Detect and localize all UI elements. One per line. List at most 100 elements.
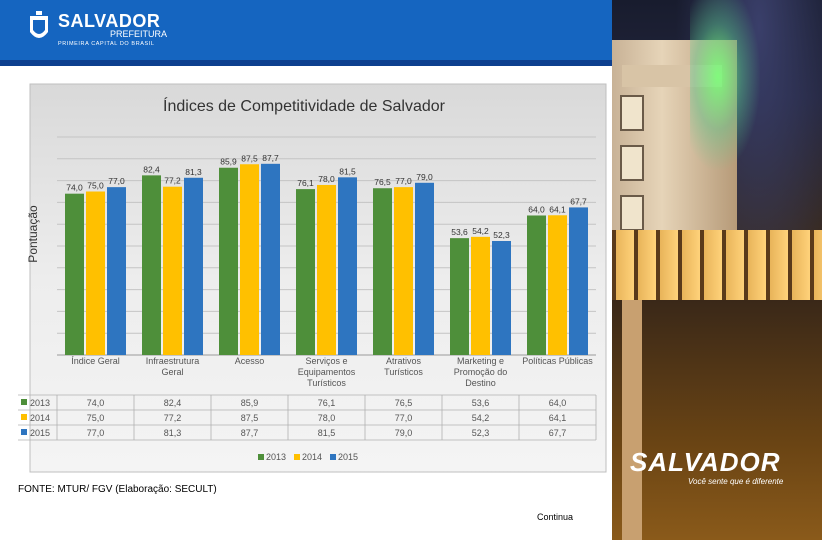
lower-structure <box>612 300 822 540</box>
bar-label-2015: 81,5 <box>339 166 356 176</box>
bar-2013 <box>219 167 238 355</box>
table-cell: 77,0 <box>395 413 413 423</box>
category-label: Promoção do <box>454 367 508 377</box>
legend-swatch-2014 <box>294 454 300 460</box>
table-cell: 74,0 <box>87 398 105 408</box>
bar-label-group: 74,0 75,0 77,0 82,4 77,2 81,3 85,9 87,5 87,7 76,1… <box>66 153 587 240</box>
bar-label-2013: 76,5 <box>374 177 391 187</box>
bar-label-2014: 64,1 <box>549 204 566 214</box>
city-emblem-icon <box>30 11 48 38</box>
salvador-brand-tagline: Você sente que é diferente <box>688 477 784 486</box>
bar-label-2013: 64,0 <box>528 204 545 214</box>
logo-sub: PREFEITURA <box>110 29 168 39</box>
table-series-name: 2014 <box>30 413 50 423</box>
bar-label-2015: 87,7 <box>262 153 279 163</box>
table-series-name: 2015 <box>30 428 50 438</box>
table-cell: 54,2 <box>472 413 490 423</box>
table-cell: 64,1 <box>549 413 567 423</box>
category-label: Marketing e <box>457 356 504 366</box>
tower-window <box>620 95 644 131</box>
table-cell: 77,2 <box>164 413 182 423</box>
bar-label-2013: 53,6 <box>451 227 468 237</box>
y-axis-label: Pontuação <box>26 205 40 263</box>
table-cell: 87,7 <box>241 428 259 438</box>
bar-2014 <box>394 187 413 355</box>
bar-2014 <box>471 236 490 355</box>
bar-2015 <box>107 187 126 355</box>
bar-label-2013: 76,1 <box>297 178 314 188</box>
table-key-2014 <box>21 414 27 420</box>
category-label: Infraestrutura <box>146 356 200 366</box>
bar-2015 <box>184 177 203 355</box>
table-cell: 75,0 <box>87 413 105 423</box>
bar-label-2014: 54,2 <box>472 226 489 236</box>
bar-2015 <box>492 240 511 355</box>
table-cell: 52,3 <box>472 428 490 438</box>
support-column <box>622 300 642 540</box>
prefeitura-logo[interactable]: SALVADOR PREFEITURA PRIMEIRA CAPITAL DO … <box>28 8 228 54</box>
table-cell: 79,0 <box>395 428 413 438</box>
data-table: 2013 74,0 82,4 85,9 76,1 76,5 53,6 64,0 2014 75,0… <box>18 394 597 441</box>
legend-label-2013: 2013 <box>266 452 286 462</box>
category-label: Índice Geral <box>71 356 120 366</box>
tower-window <box>620 195 644 231</box>
bar-label-2015: 77,0 <box>108 176 125 186</box>
category-label: Políticas Públicas <box>522 356 593 366</box>
category-label: Equipamentos <box>298 367 356 377</box>
bar-2014 <box>240 164 259 355</box>
bar-2015 <box>569 207 588 355</box>
continue-link[interactable]: Continua <box>537 512 574 522</box>
bar-label-2013: 74,0 <box>66 183 83 193</box>
green-light-glow <box>690 0 760 170</box>
salvador-brand: SALVADOR <box>630 447 781 477</box>
table-cell: 81,5 <box>318 428 336 438</box>
category-label: Turísticos <box>307 378 346 388</box>
table-cell: 78,0 <box>318 413 336 423</box>
bar-2014 <box>317 184 336 355</box>
bar-2013 <box>142 175 161 355</box>
salvador-photo: SALVADOR Você sente que é diferente <box>612 0 822 540</box>
header-bar: SALVADOR PREFEITURA PRIMEIRA CAPITAL DO … <box>0 0 612 60</box>
bar-2013 <box>527 215 546 355</box>
table-cell: 76,5 <box>395 398 413 408</box>
legend-swatch-2015 <box>330 454 336 460</box>
category-label: Geral <box>161 367 183 377</box>
bar-2015 <box>415 182 434 355</box>
table-key-2015 <box>21 429 27 435</box>
table-cell: 87,5 <box>241 413 259 423</box>
bar-label-2014: 78,0 <box>318 174 335 184</box>
category-label: Turísticos <box>384 367 423 377</box>
table-cell: 76,1 <box>318 398 336 408</box>
bar-2014 <box>163 186 182 355</box>
category-label: Destino <box>465 378 496 388</box>
legend: 2013 2014 2015 <box>258 452 358 462</box>
bar-2013 <box>450 238 469 355</box>
table-cell: 77,0 <box>87 428 105 438</box>
gridlines <box>57 136 596 356</box>
bar-label-2015: 67,7 <box>570 196 587 206</box>
table-cell: 85,9 <box>241 398 259 408</box>
table-cell: 82,4 <box>164 398 182 408</box>
legend-label-2015: 2015 <box>338 452 358 462</box>
category-label: Atrativos <box>386 356 422 366</box>
table-cell: 81,3 <box>164 428 182 438</box>
table-series-name: 2013 <box>30 398 50 408</box>
table-cell: 64,0 <box>549 398 567 408</box>
bar-2013 <box>65 193 84 355</box>
bar-2013 <box>373 188 392 355</box>
table-cell: 53,6 <box>472 398 490 408</box>
bar-label-2013: 85,9 <box>220 157 237 167</box>
chart-title: Índices de Competitividade de Salvador <box>163 96 446 115</box>
bar-2015 <box>338 177 357 355</box>
bar-label-2014: 77,2 <box>164 176 181 186</box>
source-note: FONTE: MTUR/ FGV (Elaboração: SECULT) <box>18 484 217 495</box>
bar-2013 <box>296 189 315 355</box>
bar-2015 <box>261 163 280 355</box>
table-key-2013 <box>21 399 27 405</box>
header-strip <box>0 60 612 66</box>
lit-balcony <box>612 230 822 300</box>
bar-label-2014: 77,0 <box>395 176 412 186</box>
table-cell: 67,7 <box>549 428 567 438</box>
bar-2014 <box>86 191 105 355</box>
